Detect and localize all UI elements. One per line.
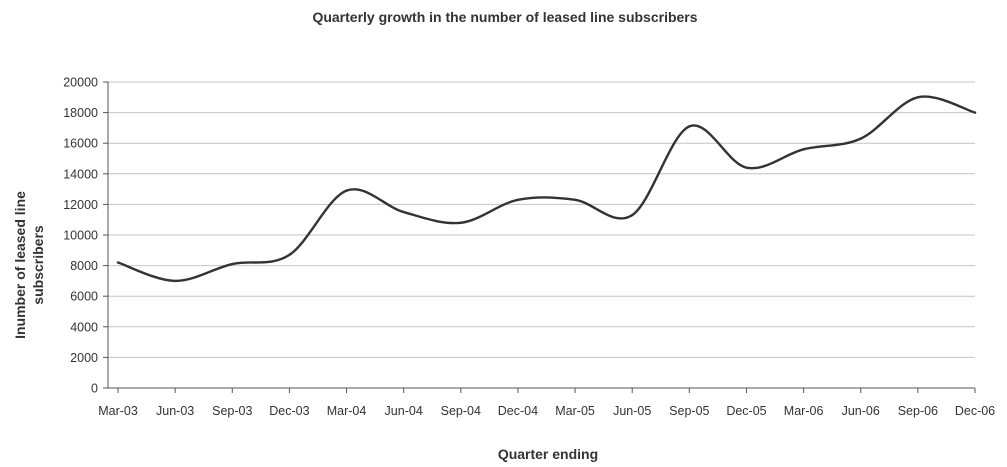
data-point xyxy=(631,213,634,217)
x-tick-label: Mar-06 xyxy=(784,404,824,418)
y-axis-ticks: 0 2000 4000 6000 8000 10000 12000 14000 16000 180… xyxy=(63,76,108,396)
x-tick-label: Dec-06 xyxy=(955,404,995,418)
x-tick-label: Jun-06 xyxy=(842,404,880,418)
data-point xyxy=(802,148,805,151)
x-tick-label: Jun-05 xyxy=(613,404,651,418)
x-tick-label: Dec-05 xyxy=(726,404,766,418)
x-tick-label: Dec-03 xyxy=(269,404,309,418)
data-point xyxy=(288,253,291,257)
y-tick-label: 6000 xyxy=(70,290,98,304)
data-point xyxy=(402,210,405,214)
x-tick-label: Dec-04 xyxy=(498,404,538,418)
y-axis-title-line-2: subscribers xyxy=(30,225,46,305)
y-tick-label: 0 xyxy=(91,382,98,396)
data-point xyxy=(573,198,577,202)
chart-title: Quarterly growth in the number of leased… xyxy=(312,9,697,25)
data-point xyxy=(859,137,862,140)
data-point xyxy=(745,166,748,169)
y-tick-label: 12000 xyxy=(63,198,98,212)
y-tick-label: 16000 xyxy=(63,137,98,151)
y-tick-label: 8000 xyxy=(70,259,98,273)
data-point xyxy=(173,279,177,283)
data-point xyxy=(231,262,234,266)
x-tick-label: Mar-03 xyxy=(98,404,138,418)
data-point xyxy=(916,96,920,99)
y-tick-label: 4000 xyxy=(70,320,98,334)
series-line xyxy=(116,95,977,283)
y-tick-label: 2000 xyxy=(70,351,98,365)
y-tick-label: 20000 xyxy=(63,76,98,90)
series-layer xyxy=(116,95,977,283)
y-tick-label: 18000 xyxy=(63,106,98,120)
x-tick-label: Sep-06 xyxy=(898,404,938,418)
y-tick-label: 14000 xyxy=(63,167,98,181)
data-point xyxy=(973,111,977,114)
y-axis-title: Inumber of leased line subscribers xyxy=(12,191,46,339)
x-tick-label: Sep-04 xyxy=(441,404,481,418)
data-point xyxy=(345,189,348,192)
data-point xyxy=(459,221,462,224)
data-point xyxy=(116,261,120,264)
data-point xyxy=(516,198,520,202)
data-point xyxy=(688,125,691,128)
x-axis-ticks: Mar-03 Jun-03 Sep-03 Dec-03 Mar-04 Jun-04 Sep-… xyxy=(98,388,995,418)
y-axis-title-line-1: Inumber of leased line xyxy=(12,191,28,339)
x-tick-label: Sep-05 xyxy=(669,404,709,418)
gridlines xyxy=(108,81,975,358)
x-tick-label: Mar-04 xyxy=(327,404,367,418)
x-tick-label: Jun-03 xyxy=(156,404,194,418)
x-axis-title: Quarter ending xyxy=(498,446,598,462)
x-tick-label: Sep-03 xyxy=(212,404,252,418)
x-tick-label: Jun-04 xyxy=(385,404,423,418)
x-tick-label: Mar-05 xyxy=(555,404,595,418)
y-tick-label: 10000 xyxy=(63,229,98,243)
